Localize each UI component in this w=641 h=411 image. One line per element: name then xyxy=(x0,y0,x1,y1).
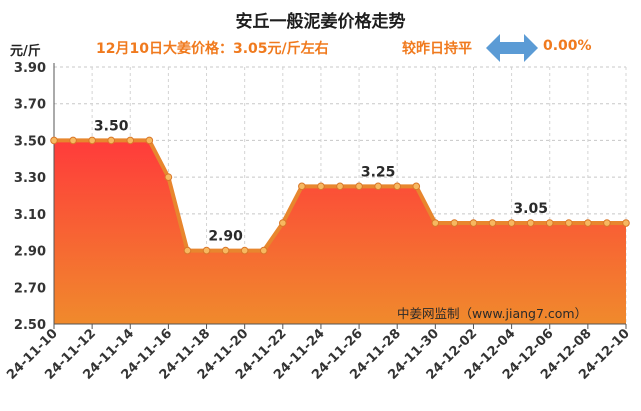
data-label: 3.50 xyxy=(94,118,129,134)
watermark-text: 中姜网监制（www.jiang7.com） xyxy=(397,306,588,321)
data-point xyxy=(450,219,459,227)
data-point xyxy=(107,136,115,145)
data-point xyxy=(336,182,344,191)
data-point xyxy=(412,182,421,191)
area-fill xyxy=(54,140,626,324)
y-tick-label: 3.30 xyxy=(14,171,46,186)
data-point xyxy=(88,136,96,145)
y-tick-label: 3.70 xyxy=(14,98,46,113)
data-point xyxy=(259,246,268,255)
change-label: 较昨日持平 xyxy=(402,41,472,57)
change-value: 0.00% xyxy=(543,38,592,54)
data-point xyxy=(393,182,402,191)
data-label: 3.05 xyxy=(513,201,548,217)
y-tick-label: 3.90 xyxy=(14,61,46,76)
data-point xyxy=(50,136,58,145)
data-point xyxy=(374,182,382,191)
y-tick-label: 3.10 xyxy=(14,208,46,223)
data-point xyxy=(221,246,230,255)
data-labels: 3.50 2.90 3.25 3.05 xyxy=(94,118,548,244)
data-point xyxy=(584,219,592,227)
data-point xyxy=(545,219,554,227)
y-axis-unit: 元/斤 xyxy=(10,44,41,59)
x-tick-labels: 24-11-1024-11-1224-11-1424-11-1624-11-18… xyxy=(4,326,633,383)
data-point xyxy=(279,219,287,227)
data-point xyxy=(431,219,440,227)
y-tick-label: 3.50 xyxy=(14,134,46,149)
data-point xyxy=(164,173,173,181)
data-point xyxy=(69,136,77,145)
data-point xyxy=(507,219,516,227)
data-point xyxy=(240,246,249,255)
y-tick-labels: 3.90 3.70 3.50 3.30 3.10 2.90 2.70 2.50 xyxy=(14,61,46,333)
y-tick-label: 2.90 xyxy=(14,245,46,260)
data-point xyxy=(317,182,325,191)
y-tick-label: 2.70 xyxy=(14,281,46,296)
data-label: 2.90 xyxy=(208,229,243,245)
y-tick-label: 2.50 xyxy=(14,318,46,333)
data-point xyxy=(145,136,154,145)
markers xyxy=(50,136,630,255)
data-point xyxy=(202,246,211,255)
data-point xyxy=(488,219,497,227)
data-point xyxy=(126,136,135,145)
area-series xyxy=(54,138,626,324)
data-point xyxy=(183,246,192,255)
data-point xyxy=(622,219,630,227)
data-point xyxy=(565,219,573,227)
data-point xyxy=(355,182,363,191)
price-summary: 12月10日大姜价格：3.05元/斤左右 xyxy=(96,41,329,57)
data-point xyxy=(469,219,478,227)
data-point xyxy=(603,219,611,227)
double-arrow-icon xyxy=(486,34,538,62)
axes xyxy=(53,63,627,329)
data-label: 3.25 xyxy=(361,164,396,180)
chart-title: 安丘一般泥姜价格走势 xyxy=(235,12,406,32)
data-point xyxy=(526,219,535,227)
data-point xyxy=(298,182,306,191)
